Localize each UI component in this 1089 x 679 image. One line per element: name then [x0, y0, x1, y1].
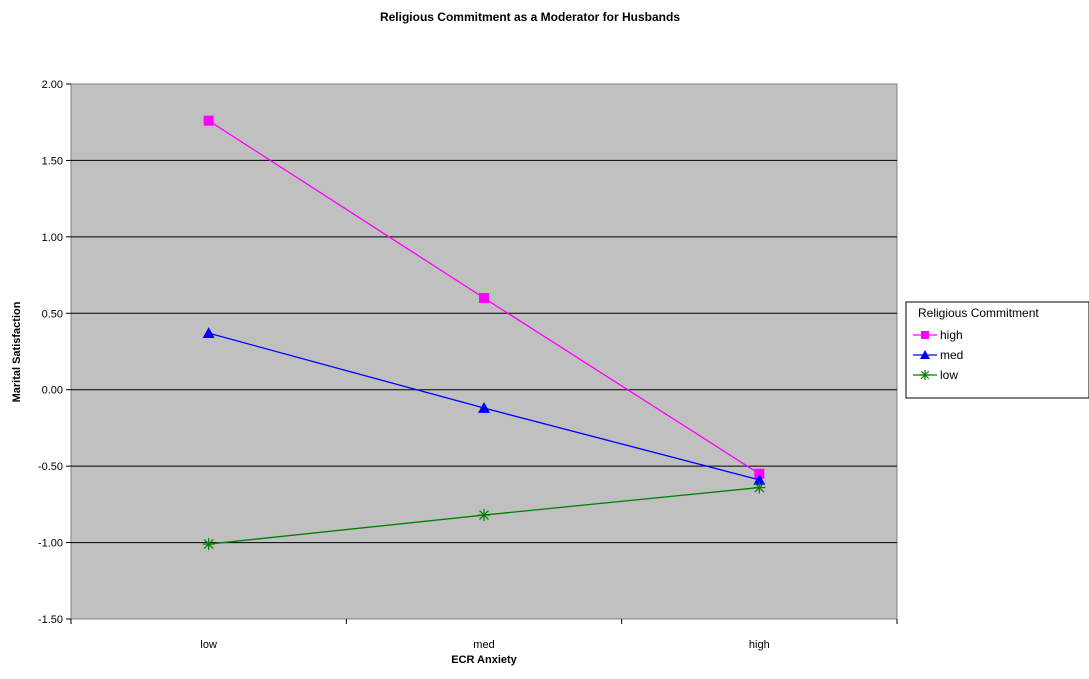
x-tick-label: med — [473, 639, 494, 651]
legend-item-low: low — [913, 368, 958, 382]
y-axis-title: Marital Satisfaction — [11, 301, 23, 402]
y-axis-ticks: 2.00 1.50 1.00 0.50 0.00 -0.50 -1.00 -1.50 — [38, 79, 71, 626]
legend-label: med — [940, 348, 963, 362]
series-layer — [202, 115, 766, 551]
data-point-med — [202, 327, 215, 338]
legend-item-med: med — [913, 348, 963, 362]
y-tick-label: -1.50 — [38, 614, 63, 626]
legend-marker-high — [921, 331, 929, 339]
y-tick-label: 0.50 — [42, 308, 63, 320]
legend-label: low — [940, 368, 958, 382]
data-point-low — [478, 509, 490, 522]
legend-items: high med low — [913, 328, 963, 382]
data-point-high — [754, 468, 765, 479]
y-tick-label: -0.50 — [38, 461, 63, 473]
legend-box — [905, 301, 1089, 399]
data-point-high — [479, 293, 489, 303]
legend-title: Religious Commitment — [918, 306, 1039, 320]
data-point-med — [753, 473, 766, 485]
y-tick-label: 1.00 — [42, 232, 63, 244]
y-tick-label: 1.50 — [42, 155, 63, 167]
legend-label: high — [940, 328, 963, 342]
legend-marker-low — [920, 370, 930, 380]
series-high — [203, 115, 765, 479]
chart-title: Religious Commitment as a Moderator for … — [380, 10, 680, 24]
series-med — [202, 327, 766, 485]
data-point-low — [202, 538, 215, 551]
y-tick-label: -1.00 — [38, 538, 63, 550]
data-point-med — [478, 402, 490, 413]
legend-marker-med — [920, 350, 930, 359]
data-point-low — [753, 481, 766, 494]
x-tick-label: low — [200, 639, 217, 651]
x-axis-title: ECR Anxiety — [451, 654, 517, 666]
legend-item-high: high — [913, 328, 963, 342]
legend: Religious Commitment high med low — [905, 301, 1089, 399]
x-tick-label: high — [749, 639, 770, 651]
plot-area — [70, 83, 898, 620]
series-low — [202, 481, 766, 551]
y-tick-label: 2.00 — [42, 79, 63, 91]
x-axis-ticks: low med high — [70, 619, 898, 651]
y-tick-label: 0.00 — [42, 385, 63, 397]
data-point-high — [203, 115, 214, 126]
